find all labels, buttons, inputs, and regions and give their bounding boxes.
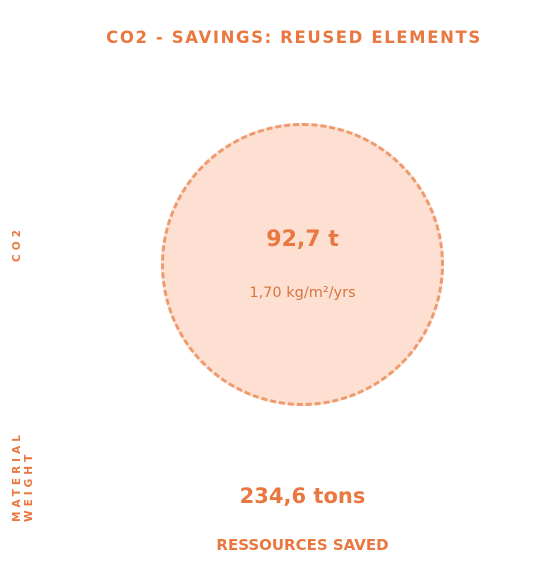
co2-axis-label: CO2: [11, 226, 23, 262]
material-weight-value: 234,6 tons: [239, 484, 366, 508]
co2-per-area-value: 1,70 kg/m²/yrs: [249, 285, 356, 301]
material-weight-axis-label: MATERIAL WEIGHT: [11, 431, 35, 522]
material-label-line2: WEIGHT: [23, 450, 35, 522]
material-label-line1: MATERIAL: [11, 431, 23, 522]
resources-saved-caption: RESSOURCES SAVED: [216, 536, 389, 554]
page-title: CO2 - SAVINGS: REUSED ELEMENTS: [106, 28, 482, 47]
co2-savings-value: 92,7 t: [266, 227, 339, 252]
co2-savings-circle: [161, 123, 444, 406]
